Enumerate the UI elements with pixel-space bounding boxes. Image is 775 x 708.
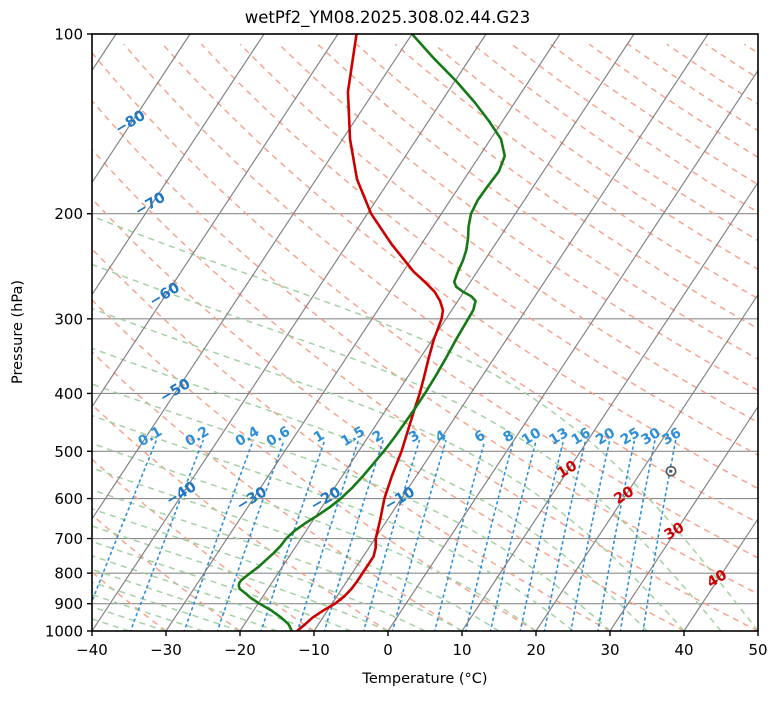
y-tick-label: 200: [54, 205, 83, 223]
x-tick-label: 40: [674, 641, 693, 659]
y-axis-label: Pressure (hPa): [10, 280, 26, 384]
dry-adiabat: [278, 43, 758, 392]
mixing-ratio-line: [597, 439, 636, 631]
isotherm-line: [165, 34, 561, 631]
moist-adiabat: [92, 347, 648, 631]
data-curve-layer: [237, 34, 677, 631]
isotherm-line: [683, 517, 758, 631]
y-tick-label: 900: [54, 595, 83, 613]
mixing-ratio-line: [619, 439, 656, 631]
moist-adiabat: [92, 540, 352, 631]
x-tick-label: 20: [526, 641, 545, 659]
dry-adiabat: [317, 43, 758, 361]
isotherm-line: [757, 629, 758, 631]
lcl-marker: [665, 465, 677, 477]
moist-adiabat: [92, 383, 611, 631]
mixing-ratio-line: [216, 439, 285, 631]
isotherm-line: [92, 34, 191, 184]
dry-adiabat: [92, 458, 315, 631]
dry-adiabat: [394, 43, 758, 300]
dry-adiabat: [92, 99, 758, 595]
moist-adiabat: [92, 581, 241, 631]
dry-adiabat: [92, 514, 241, 631]
moist-adiabat: [92, 414, 574, 631]
dry-adiabat: [92, 51, 758, 559]
dry-adiabat: [92, 298, 537, 631]
y-tick-label: 500: [54, 443, 83, 461]
isotherm-line: [387, 69, 758, 631]
y-tick-label: 400: [54, 385, 83, 403]
moist-adiabat: [92, 307, 685, 631]
isotherm-line: [92, 34, 339, 408]
dry-adiabat: [92, 247, 611, 631]
mixing-ratio-line: [570, 439, 611, 631]
x-tick-label: −40: [76, 641, 108, 659]
moist-adiabat: [92, 568, 278, 631]
x-tick-label: 50: [748, 641, 767, 659]
y-tick-label: 100: [54, 26, 83, 44]
isotherm-line: [92, 34, 487, 631]
mixing-ratio-line: [183, 439, 254, 631]
mixing-ratio-line: [296, 439, 360, 631]
y-tick-label: 600: [54, 490, 83, 508]
x-tick-label: 10: [452, 641, 471, 659]
isotherm-line: [535, 293, 758, 631]
plot-frame: [91, 33, 759, 632]
mixing-ratio-line: [543, 439, 587, 631]
plot-background: [92, 34, 758, 631]
x-tick-label: −30: [150, 641, 182, 659]
x-tick-label: −20: [224, 641, 256, 659]
mixing-ratio-line: [323, 439, 384, 631]
dry-adiabat: [92, 197, 685, 631]
isotherm-line: [461, 181, 758, 631]
temperature-profile-line: [295, 34, 445, 631]
mixing-ratio-line: [129, 439, 204, 631]
x-tick-label: 30: [600, 641, 619, 659]
mixing-ratio-line: [92, 439, 157, 604]
mixing-ratio-line: [433, 439, 486, 631]
dry-adiabat: [356, 43, 758, 330]
isotherm-line: [92, 34, 265, 296]
mixing-ratio-line: [642, 439, 677, 631]
moist-adiabat: [92, 263, 722, 631]
isotherm-line: [313, 34, 709, 631]
mixing-ratio-line: [260, 439, 326, 631]
isotherm-line: [92, 34, 413, 520]
y-tick-label: 1000: [45, 623, 83, 641]
lcl-marker-dot: [669, 469, 673, 473]
x-tick-label: 0: [383, 641, 393, 659]
y-tick-label: 800: [54, 565, 83, 583]
mixing-ratio-line: [464, 439, 515, 631]
dry-adiabat: [92, 350, 463, 631]
grid-layer: [92, 34, 758, 631]
y-tick-label: 300: [54, 310, 83, 328]
dry-adiabat: [200, 43, 758, 456]
dry-adiabat: [123, 43, 758, 524]
x-axis-label: Temperature (°C): [361, 671, 487, 687]
isotherm-line: [609, 405, 758, 631]
moist-adiabat: [92, 442, 537, 631]
mixing-ratio-line: [489, 439, 537, 631]
dewpoint-profile-line: [237, 34, 507, 631]
dry-adiabat: [92, 148, 758, 631]
mixing-ratio-line: [519, 439, 565, 631]
y-tick-label: 700: [54, 530, 83, 548]
dry-adiabat: [239, 43, 758, 424]
mixing-ratio-line: [362, 439, 421, 631]
chart-title: wetPf2_YM08.2025.308.02.44.G23: [244, 8, 531, 27]
x-tick-label: −10: [298, 641, 330, 659]
